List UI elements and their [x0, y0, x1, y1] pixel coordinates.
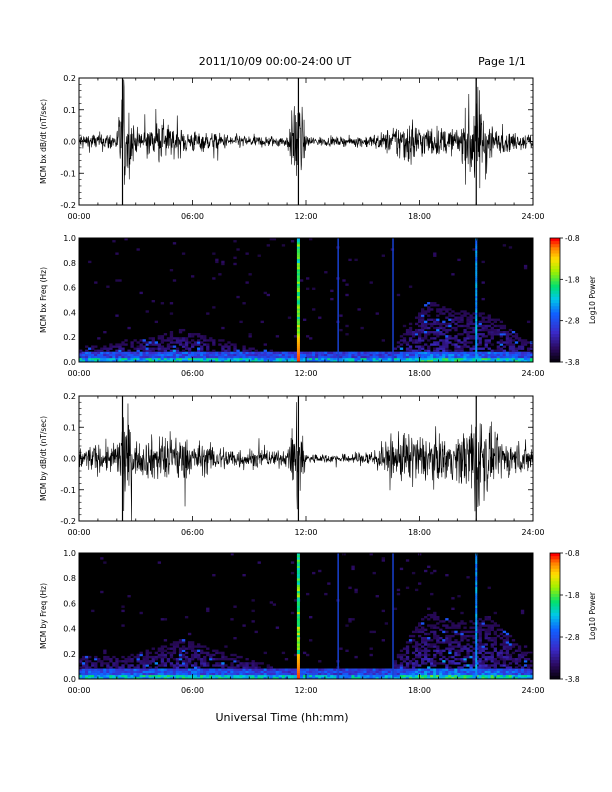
colorbar-tick-label: -3.8	[565, 675, 580, 684]
x-tick-label: 12:00	[294, 686, 317, 695]
x-tick-label: 00:00	[67, 369, 90, 378]
x-tick-label: 12:00	[294, 212, 317, 221]
colorbar-tick-label: -1.8	[565, 275, 580, 284]
panel-2: -0.8 -1.8 -2.8 -3.8 Log10 Power 00:00 06:00 12:…	[39, 234, 597, 378]
x-tick-label: 00:00	[67, 686, 90, 695]
x-tick-label: 12:00	[294, 528, 317, 537]
colorbar-label: Log10 Power	[588, 275, 597, 324]
panels: 00:00 06:00 12:00 18:00 24:00 0.2 0.1 0.0 -0.1 -0…	[39, 74, 597, 695]
spectral-line-1	[296, 553, 300, 680]
y-tick-label: 0.2	[63, 333, 76, 342]
y-axis-label: MCM by Freq (Hz)	[39, 583, 48, 649]
trace-line	[78, 77, 534, 189]
colorbar-label: Log10 Power	[588, 591, 597, 640]
x-tick-label: 06:00	[181, 212, 204, 221]
panel-3: 00:00 06:00 12:00 18:00 24:00 0.2 0.1 0.0 -0.1 -0…	[39, 392, 545, 537]
y-tick-label: -0.2	[60, 517, 76, 526]
x-axis: 00:00 06:00 12:00 18:00 24:00	[67, 396, 545, 537]
spectral-line-1	[296, 238, 300, 363]
x-tick-label: 24:00	[521, 528, 544, 537]
panel-1: 00:00 06:00 12:00 18:00 24:00 0.2 0.1 0.0 -0.1 -0…	[39, 74, 545, 221]
colorbar-tick-label: -2.8	[565, 633, 580, 642]
y-tick-label: 0.4	[63, 308, 76, 317]
x-tick-label: 18:00	[408, 686, 431, 695]
y-tick-label: 0.0	[63, 675, 76, 684]
colorbar-tick-label: -0.8	[565, 234, 580, 243]
x-axis: 00:00 06:00 12:00 18:00 24:00	[67, 553, 545, 695]
y-tick-label: 0.4	[63, 625, 76, 634]
x-tick-label: 18:00	[408, 212, 431, 221]
y-tick-label: -0.1	[60, 169, 76, 178]
x-tick-label: 06:00	[181, 369, 204, 378]
colorbar: -0.8 -1.8 -2.8 -3.8 Log10 Power	[549, 549, 597, 684]
y-tick-label: 0.6	[63, 284, 76, 293]
trace-line	[78, 402, 534, 522]
y-axis: 0.2 0.1 0.0 -0.1 -0.2 MCM by dB/dt (nT/sec)	[39, 392, 533, 526]
y-tick-label: -0.2	[60, 201, 76, 210]
x-tick-label: 24:00	[521, 212, 544, 221]
panel-4: -0.8 -1.8 -2.8 -3.8 Log10 Power 00:00 06:00 12:…	[39, 549, 597, 695]
x-tick-label: 24:00	[521, 369, 544, 378]
y-axis: 0.2 0.1 0.0 -0.1 -0.2 MCM bx dB/dt (nT/sec)	[39, 74, 533, 210]
spectrogram-cells	[79, 553, 534, 680]
x-tick-label: 06:00	[181, 686, 204, 695]
y-tick-label: 0.6	[63, 599, 76, 608]
spectral-line-4	[475, 553, 478, 680]
x-tick-label: 18:00	[408, 528, 431, 537]
y-axis-label: MCM bx Freq (Hz)	[39, 267, 48, 333]
y-tick-label: 1.0	[63, 549, 76, 558]
colorbar-tick-label: -2.8	[565, 317, 580, 326]
y-axis: 1.0 0.8 0.6 0.4 0.2 0.0 MCM bx Freq (Hz)	[39, 234, 533, 367]
page-number: Page 1/1	[478, 55, 526, 68]
x-axis: 00:00 06:00 12:00 18:00 24:00	[67, 238, 545, 378]
y-axis-label: MCM by dB/dt (nT/sec)	[39, 416, 48, 501]
colorbar-tick-label: -3.8	[565, 358, 580, 367]
y-tick-label: 1.0	[63, 234, 76, 243]
y-tick-label: 0.1	[63, 106, 76, 115]
colorbar: -0.8 -1.8 -2.8 -3.8 Log10 Power	[549, 234, 597, 367]
y-tick-label: 0.8	[63, 574, 76, 583]
spectral-line-4	[475, 238, 478, 363]
x-tick-label: 00:00	[67, 212, 90, 221]
y-axis: 1.0 0.8 0.6 0.4 0.2 0.0 MCM by Freq (Hz)	[39, 549, 533, 684]
y-tick-label: 0.0	[63, 455, 76, 464]
y-tick-label: 0.2	[63, 650, 76, 659]
y-tick-label: 0.8	[63, 259, 76, 268]
y-tick-label: 0.0	[63, 358, 76, 367]
colorbar-tick-label: -0.8	[565, 549, 580, 558]
x-tick-label: 00:00	[67, 528, 90, 537]
y-tick-label: 0.2	[63, 74, 76, 83]
y-tick-label: 0.1	[63, 423, 76, 432]
colorbar-tick-label: -1.8	[565, 591, 580, 600]
page-title: 2011/10/09 00:00-24:00 UT	[199, 55, 352, 68]
x-tick-label: 18:00	[408, 369, 431, 378]
y-axis-label: MCM bx dB/dt (nT/sec)	[39, 99, 48, 184]
y-tick-label: 0.0	[63, 138, 76, 147]
x-axis: 00:00 06:00 12:00 18:00 24:00	[67, 78, 545, 221]
x-tick-label: 12:00	[294, 369, 317, 378]
spectrogram-cells	[79, 238, 534, 363]
y-tick-label: 0.2	[63, 392, 76, 401]
x-tick-label: 06:00	[181, 528, 204, 537]
x-tick-label: 24:00	[521, 686, 544, 695]
x-axis-title: Universal Time (hh:mm)	[216, 711, 349, 724]
y-tick-label: -0.1	[60, 486, 76, 495]
